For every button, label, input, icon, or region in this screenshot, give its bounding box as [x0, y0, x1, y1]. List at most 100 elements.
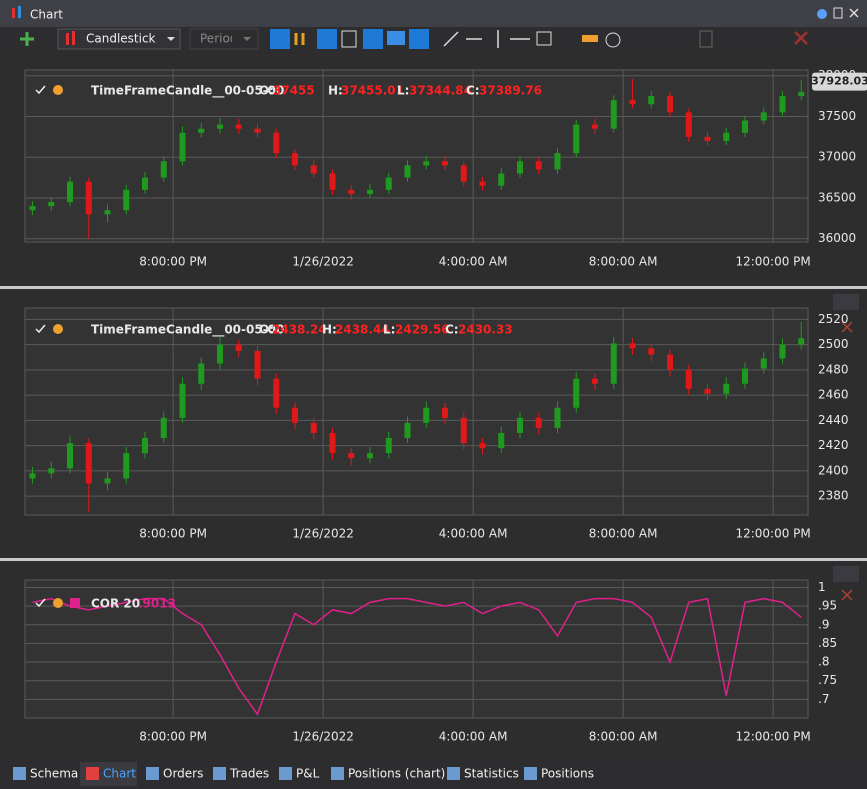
candle-body [198, 128, 205, 133]
tool-button[interactable] [270, 29, 290, 49]
settings-icon[interactable] [53, 324, 63, 334]
candle-body [610, 343, 617, 384]
period-dropdown[interactable] [189, 28, 259, 50]
pin-button[interactable] [833, 7, 843, 19]
visible-check[interactable] [35, 85, 46, 95]
candle-body [554, 153, 561, 170]
legend-value: 37455 [273, 84, 315, 98]
style-dropdown[interactable] [57, 28, 181, 50]
draw-tools[interactable] [443, 31, 482, 47]
tab[interactable]: Positions [541, 767, 594, 781]
x-tick-label: 1/26/2022 [292, 255, 354, 269]
visible-check[interactable] [35, 598, 46, 608]
legend-value: 2429.56 [395, 323, 450, 337]
draw-tools[interactable] [536, 31, 552, 46]
draw-tools[interactable] [582, 35, 598, 42]
candle-body [517, 417, 523, 433]
candle-body [235, 124, 242, 129]
panel-close[interactable] [841, 589, 853, 601]
y-tick-label: 2520 [818, 312, 849, 326]
splitter [0, 558, 867, 561]
x-tick-label: 12:00:00 PM [735, 255, 810, 269]
tab[interactable]: Chart [103, 767, 136, 781]
draw-tools[interactable] [605, 32, 621, 48]
tool-button[interactable] [341, 30, 357, 48]
tool-button[interactable] [363, 29, 383, 49]
x-tick-label: 12:00:00 PM [735, 527, 810, 541]
y-tick-label: 37500 [818, 109, 856, 123]
tab[interactable]: Statistics [464, 767, 519, 781]
candle-body [667, 354, 673, 370]
candle-body [554, 407, 561, 428]
candle-body [348, 453, 355, 459]
candle-body [160, 417, 167, 439]
y-tick-label: 2380 [818, 489, 849, 503]
candle-body [742, 368, 748, 384]
candle-body [798, 92, 805, 97]
candle-body [348, 189, 355, 194]
y-tick-label: .85 [818, 636, 837, 650]
close-button[interactable] [849, 8, 859, 18]
settings-icon[interactable] [53, 598, 63, 608]
candle-body [404, 165, 411, 178]
add-button[interactable] [20, 32, 34, 46]
x-tick-label: 8:00:00 AM [589, 730, 658, 744]
delete-button[interactable] [794, 31, 808, 45]
legend-label: C: [466, 84, 480, 98]
indicator-line [32, 597, 802, 716]
candle-body [367, 189, 373, 194]
panel-close[interactable] [841, 321, 853, 333]
candle-body [329, 173, 336, 190]
x-tick-label: 4:00:00 AM [439, 255, 508, 269]
x-tick-label: 1/26/2022 [292, 730, 354, 744]
candle-body [423, 407, 430, 423]
settings-icon[interactable] [53, 85, 63, 95]
series-name: TimeFrameCandle__00-05-00 [91, 323, 284, 338]
candle-body [273, 378, 280, 408]
tab[interactable]: Orders [163, 767, 203, 781]
candle-body [292, 407, 298, 423]
draw-tools[interactable] [497, 30, 530, 48]
tab-icon [146, 767, 159, 780]
candle-body [573, 124, 580, 154]
tab[interactable]: Positions (chart) [348, 767, 445, 781]
candle-body [385, 177, 392, 190]
candle-body [123, 189, 130, 211]
splitter [0, 286, 867, 289]
candle-body [798, 338, 805, 345]
candle-body [179, 132, 186, 162]
tab[interactable]: P&L [296, 767, 320, 781]
candle-body [592, 124, 598, 129]
tab[interactable]: Trades [229, 767, 269, 781]
candle-body [29, 473, 36, 479]
panel-pin[interactable] [833, 294, 859, 310]
candle-body [629, 343, 636, 349]
candle-body [648, 96, 655, 105]
y-tick-label: 37000 [818, 150, 856, 164]
tab-icon [86, 767, 99, 780]
legend-value: 37455.01 [341, 84, 404, 98]
legend-label: O: [259, 323, 274, 337]
tab-icon [279, 767, 292, 780]
panel-pin[interactable] [833, 566, 859, 582]
tool-button[interactable] [699, 30, 713, 48]
plot-area [24, 307, 809, 516]
tool-button[interactable] [409, 29, 429, 49]
tab-icon [524, 767, 537, 780]
candle-body [142, 177, 148, 190]
candle-body [479, 443, 486, 449]
tool-button[interactable] [294, 33, 305, 45]
y-tick-label: 2460 [818, 388, 849, 402]
y-tick-label: 1 [818, 580, 826, 594]
help-button[interactable] [817, 9, 827, 19]
tool-button[interactable] [387, 31, 405, 45]
candle-body [254, 128, 261, 133]
candle-body [48, 202, 55, 207]
x-tick-label: 8:00:00 AM [589, 255, 658, 269]
tab[interactable]: Schema [30, 767, 78, 781]
tool-button[interactable] [317, 29, 337, 49]
y-tick-label: 2420 [818, 438, 849, 452]
visible-check[interactable] [35, 324, 46, 334]
